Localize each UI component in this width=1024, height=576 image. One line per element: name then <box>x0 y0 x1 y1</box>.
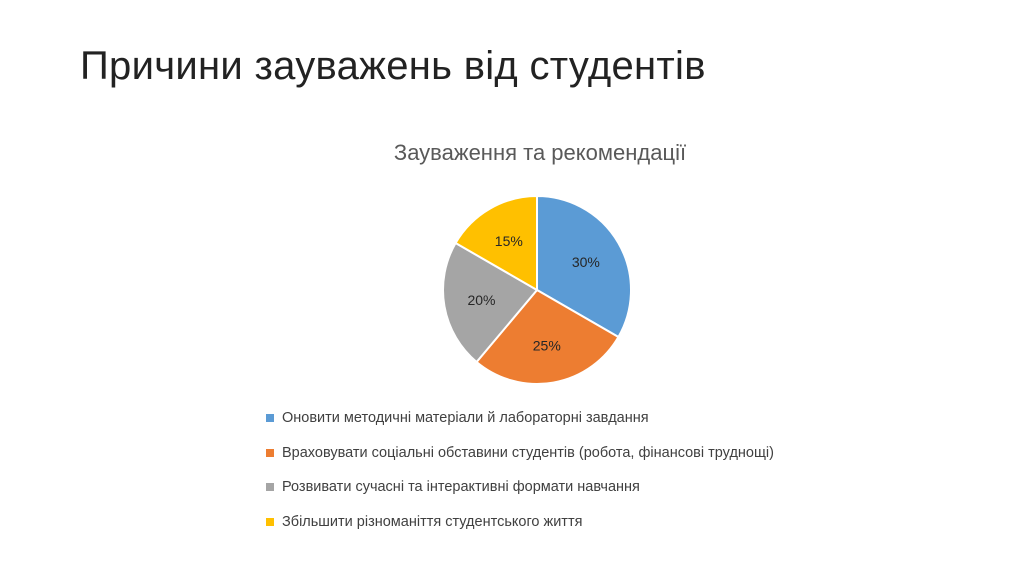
pie-slice-3 <box>442 241 539 364</box>
legend-swatch-4 <box>266 517 274 526</box>
pie-slice-2 <box>475 288 620 385</box>
legend-item-3: Розвивати сучасні та інтерактивні формат… <box>266 479 774 495</box>
pie-chart: 30% 25% 20% 15% <box>442 194 632 385</box>
data-label-2: 25% <box>533 338 561 354</box>
legend-item-2: Враховувати соціальні обставини студенті… <box>266 445 774 461</box>
legend-swatch-1 <box>266 414 274 422</box>
data-label-3: 20% <box>467 292 495 308</box>
slide-title: Причини зауважень від студентів <box>80 44 706 88</box>
legend-swatch-2 <box>266 448 274 457</box>
chart-title: Зауваження та рекомендації <box>393 140 687 165</box>
legend-item-1: Оновити методичні матеріали й лабораторн… <box>266 410 774 426</box>
legend-label-3: Розвивати сучасні та інтерактивні формат… <box>282 479 640 495</box>
legend-label-1: Оновити методичні матеріали й лабораторн… <box>282 410 649 426</box>
data-label-1: 30% <box>572 254 600 270</box>
legend-swatch-3 <box>266 483 274 491</box>
chart-legend: Оновити методичні матеріали й лабораторн… <box>266 410 774 548</box>
legend-label-4: Збільшити різноманіття студентського жит… <box>282 513 583 530</box>
pie-slice-1 <box>536 194 632 339</box>
pie-slice-4 <box>454 194 538 292</box>
data-label-4: 15% <box>495 233 523 249</box>
legend-item-4: Збільшити різноманіття студентського жит… <box>266 514 774 530</box>
legend-label-2: Враховувати соціальні обставини студенті… <box>282 444 774 461</box>
